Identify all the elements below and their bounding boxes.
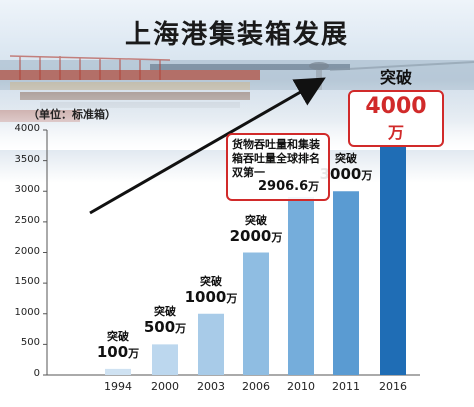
data-label-prefix: 突破 xyxy=(200,274,222,288)
data-label-highlight-2016: 突破 4000 万 xyxy=(348,64,444,147)
data-label-value: 500 xyxy=(143,318,176,337)
data-label-unit: 万 xyxy=(308,180,320,194)
y-tick-label: 3500 xyxy=(14,153,40,165)
y-tick-label: 1000 xyxy=(14,306,40,318)
data-label-unit: 万 xyxy=(387,123,404,142)
trend-arrow xyxy=(89,77,326,215)
y-tick-label: 0 xyxy=(33,368,40,379)
y-tick-label: 3000 xyxy=(14,184,40,196)
bar-2011 xyxy=(333,191,359,375)
bar-2000 xyxy=(152,344,178,375)
bar-2016 xyxy=(380,130,406,375)
x-tick-label-2003: 2003 xyxy=(197,380,225,393)
data-label-unit: 万 xyxy=(226,291,238,305)
annotation-line-3: 双第一 xyxy=(232,165,265,179)
data-label-2011: 突破 3000万 xyxy=(311,153,381,183)
x-tick-label-2000: 2000 xyxy=(151,380,179,393)
data-label-value: 2000 xyxy=(229,226,272,245)
data-label-prefix: 突破 xyxy=(379,68,412,87)
data-label-1994: 突破 100万 xyxy=(83,329,153,361)
data-label-prefix: 突破 xyxy=(335,152,357,166)
y-tick-label: 1500 xyxy=(14,276,40,288)
bar-2010 xyxy=(288,196,314,375)
x-tick-label-2011: 2011 xyxy=(332,380,360,393)
ranking-annotation: 货物吞吐量和集装 箱吞吐量全球排名 双第一 2906.6万 xyxy=(226,133,330,201)
y-axis-unit-label: （单位：标准箱） xyxy=(28,108,116,121)
annotation-line-1: 货物吞吐量和集装 xyxy=(232,138,320,151)
data-label-unit: 万 xyxy=(361,169,373,183)
data-label-value: 1000 xyxy=(184,287,227,306)
data-label-value: 3000 xyxy=(319,165,362,184)
x-tick-label-1994: 1994 xyxy=(104,380,132,393)
bar-2006 xyxy=(243,252,269,375)
data-label-value: 4000 xyxy=(365,94,427,119)
y-tick-label: 4000 xyxy=(14,123,40,134)
bar-1994 xyxy=(105,368,131,375)
data-label-2010: 2906.6万 xyxy=(232,179,324,195)
chart-title: 上海港集装箱发展 xyxy=(124,20,349,50)
y-tick-label: 2500 xyxy=(14,214,40,226)
data-label-2003: 突破 1000万 xyxy=(176,274,246,306)
y-tick-label: 2000 xyxy=(14,245,40,257)
bar-2003 xyxy=(198,313,224,375)
data-label-unit: 万 xyxy=(271,230,283,244)
data-label-2006: 突破 2000万 xyxy=(221,213,291,245)
data-label-box: 4000 万 xyxy=(348,90,444,147)
data-label-prefix: 突破 xyxy=(245,213,267,227)
data-label-2000: 突破 500万 xyxy=(130,306,200,336)
y-tick-label: 500 xyxy=(20,337,40,349)
annotation-line-2: 箱吞吐量全球排名 xyxy=(232,151,320,165)
x-tick-label-2016: 2016 xyxy=(379,380,407,393)
data-label-value: 100 xyxy=(96,342,129,361)
data-label-prefix: 突破 xyxy=(154,305,176,319)
data-label-unit: 万 xyxy=(175,322,187,336)
x-tick-label-2010: 2010 xyxy=(287,380,315,393)
data-label-prefix: 突破 xyxy=(107,329,129,343)
x-tick-label-2006: 2006 xyxy=(242,380,270,393)
data-label-unit: 万 xyxy=(128,346,140,360)
data-label-value: 2906.6 xyxy=(258,179,309,195)
